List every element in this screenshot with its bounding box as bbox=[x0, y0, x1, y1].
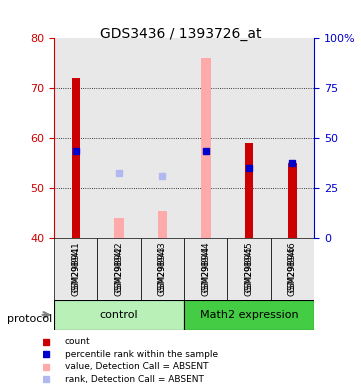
Text: GSM298944: GSM298944 bbox=[201, 241, 210, 296]
Bar bbox=[288, 163, 297, 238]
FancyBboxPatch shape bbox=[184, 300, 314, 330]
Bar bbox=[201, 58, 210, 238]
Text: GDS3436 / 1393726_at: GDS3436 / 1393726_at bbox=[100, 27, 261, 41]
Text: GSM298946: GSM298946 bbox=[288, 246, 297, 292]
Bar bbox=[54, 38, 97, 238]
Text: GSM298942: GSM298942 bbox=[115, 246, 123, 292]
FancyBboxPatch shape bbox=[227, 238, 271, 300]
Text: Math2 expression: Math2 expression bbox=[200, 310, 299, 320]
Text: count: count bbox=[65, 337, 90, 346]
Text: GSM298945: GSM298945 bbox=[245, 246, 253, 292]
FancyBboxPatch shape bbox=[97, 238, 141, 300]
Text: GSM298942: GSM298942 bbox=[115, 241, 123, 296]
Text: GSM298943: GSM298943 bbox=[158, 246, 167, 292]
FancyBboxPatch shape bbox=[54, 238, 97, 300]
Text: GSM298943: GSM298943 bbox=[158, 241, 167, 296]
Text: percentile rank within the sample: percentile rank within the sample bbox=[65, 349, 218, 359]
Bar bbox=[141, 38, 184, 238]
FancyBboxPatch shape bbox=[141, 238, 184, 300]
Text: GSM298941: GSM298941 bbox=[71, 241, 80, 296]
FancyBboxPatch shape bbox=[54, 300, 184, 330]
Bar bbox=[97, 38, 141, 238]
Bar bbox=[227, 38, 271, 238]
FancyBboxPatch shape bbox=[184, 238, 227, 300]
Bar bbox=[184, 38, 227, 238]
FancyBboxPatch shape bbox=[271, 238, 314, 300]
Text: GSM298941: GSM298941 bbox=[71, 246, 80, 292]
Text: protocol: protocol bbox=[7, 314, 52, 324]
Text: control: control bbox=[100, 310, 138, 320]
Bar bbox=[114, 218, 124, 238]
Text: GSM298946: GSM298946 bbox=[288, 241, 297, 296]
Text: GSM298944: GSM298944 bbox=[201, 246, 210, 292]
Bar bbox=[158, 210, 167, 238]
Text: value, Detection Call = ABSENT: value, Detection Call = ABSENT bbox=[65, 362, 208, 371]
Text: GSM298945: GSM298945 bbox=[245, 241, 253, 296]
Bar bbox=[271, 38, 314, 238]
Text: rank, Detection Call = ABSENT: rank, Detection Call = ABSENT bbox=[65, 374, 204, 384]
Bar bbox=[245, 143, 253, 238]
Bar bbox=[71, 78, 80, 238]
